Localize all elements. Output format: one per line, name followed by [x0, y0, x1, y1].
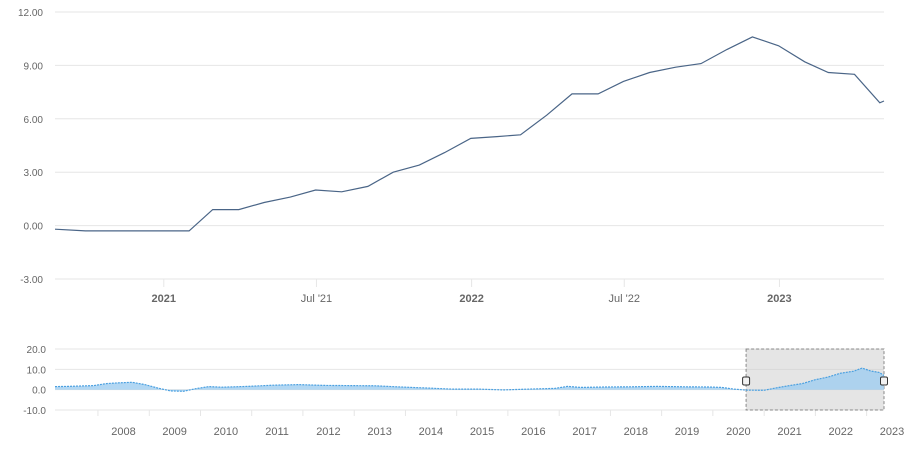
navigator-right-handle[interactable]	[880, 376, 888, 386]
main-x-axis: 2021 Jul '21 2022 Jul '22 2023	[152, 279, 792, 305]
navigator-y-axis: -10.0 0.0 10.0 20.0	[23, 345, 46, 417]
navigator-x-tick-label: 2020	[726, 426, 750, 438]
navigator-x-tick-label: 2017	[572, 426, 596, 438]
navigator-x-tick-label: 2018	[624, 426, 648, 438]
navigator-area	[55, 368, 884, 392]
y-tick-label: 3.00	[24, 168, 44, 179]
main-plot-gridlines	[55, 11, 884, 280]
navigator-x-axis: 2008 2009 2010 2011 2012 2013 2014 2015 2016 2017…	[97, 410, 904, 438]
navigator-x-tick-label: 2011	[265, 426, 289, 438]
navigator-x-tick-label: 2010	[214, 426, 238, 438]
y-tick-label: 0.00	[24, 222, 44, 233]
navigator-series-line	[54, 367, 885, 392]
navigator-x-tick-label: 2022	[829, 426, 853, 438]
navigator-x-tick-label: 2012	[316, 426, 340, 438]
x-tick-label: Jul '22	[609, 293, 640, 305]
series-line	[54, 36, 885, 232]
navigator-x-tick-label: 2015	[470, 426, 494, 438]
x-tick-label: 2023	[767, 293, 791, 305]
y-tick-label: 12.00	[18, 8, 43, 19]
y-tick-label: 9.00	[24, 61, 44, 72]
navigator-x-tick-label: 2023	[880, 426, 904, 438]
navigator-y-tick-label: 20.0	[27, 345, 47, 356]
navigator-x-tick-label: 2009	[162, 426, 186, 438]
main-y-axis: -3.00 0.00 3.00 6.00 9.00 12.00	[18, 8, 43, 286]
navigator-x-tick-label: 2021	[777, 426, 801, 438]
navigator-y-tick-label: 0.0	[32, 386, 46, 397]
x-tick-label: 2022	[459, 293, 483, 305]
navigator-y-tick-label: -10.0	[23, 406, 46, 417]
navigator-x-tick-label: 2008	[111, 426, 135, 438]
x-tick-label: Jul '21	[301, 293, 332, 305]
navigator-x-tick-label: 2013	[367, 426, 391, 438]
navigator-series	[54, 367, 885, 392]
navigator-x-tick-label: 2019	[675, 426, 699, 438]
navigator-y-tick-label: 10.0	[27, 365, 47, 376]
y-tick-label: -3.00	[20, 275, 43, 286]
navigator-x-tick-label: 2014	[419, 426, 443, 438]
navigator-handles[interactable]	[742, 376, 888, 386]
navigator-left-handle[interactable]	[742, 376, 751, 386]
x-tick-label: 2021	[152, 293, 176, 305]
navigator-x-tick-label: 2016	[521, 426, 545, 438]
main-plot-series	[54, 36, 885, 232]
y-tick-label: 6.00	[24, 115, 44, 126]
